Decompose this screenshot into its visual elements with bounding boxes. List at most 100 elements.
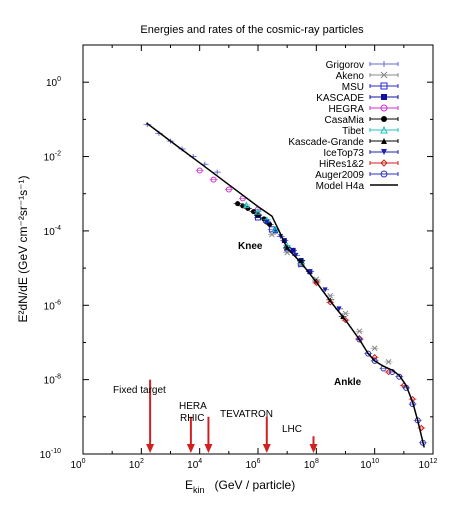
legend-label: Tibet bbox=[342, 126, 364, 137]
data-point bbox=[327, 299, 334, 306]
series-auger2009 bbox=[355, 336, 427, 446]
data-point bbox=[336, 306, 342, 312]
legend-entry: HEGRA bbox=[328, 104, 399, 115]
legend-entry: IceTop73 bbox=[323, 148, 399, 159]
legend-entry: Model H4a bbox=[316, 181, 398, 192]
data-point bbox=[380, 125, 388, 134]
data-point bbox=[322, 287, 328, 293]
data-point bbox=[196, 167, 203, 174]
knee-label: Knee bbox=[238, 241, 263, 252]
series-hegra bbox=[195, 167, 262, 213]
x-axis-label-unit: (GeV / particle) bbox=[215, 478, 296, 492]
legend-label: Model H4a bbox=[316, 181, 365, 192]
legend-label: IceTop73 bbox=[323, 148, 364, 159]
arrow-head bbox=[186, 444, 195, 453]
data-point bbox=[250, 209, 256, 215]
data-point bbox=[371, 357, 378, 364]
x-axis-label-sub: kin bbox=[193, 485, 205, 495]
data-point bbox=[255, 212, 261, 218]
fixed-target-label: Fixed target bbox=[113, 385, 166, 396]
series-model-h4a bbox=[146, 122, 425, 448]
y-axis-label: E²dN/dE (GeV cm⁻²sr⁻¹s⁻¹) bbox=[16, 175, 30, 322]
arrow-head bbox=[146, 444, 155, 453]
x-tick-label: 106 bbox=[245, 458, 260, 471]
legend-entry: CasaMia bbox=[325, 115, 399, 126]
y-tick-label: 10-8 bbox=[44, 374, 61, 387]
data-point bbox=[293, 252, 299, 258]
legend-entry: Kascade-Grande bbox=[288, 137, 399, 148]
data-point bbox=[380, 170, 388, 178]
legend-entry: KASCADE bbox=[316, 93, 399, 104]
data-point bbox=[254, 208, 262, 215]
legend-label: Grigorov bbox=[326, 60, 364, 71]
tevatron-label: TEVATRON bbox=[220, 409, 273, 420]
legend-entry: HiRes1&2 bbox=[319, 159, 399, 170]
data-point bbox=[327, 292, 334, 299]
data-point bbox=[381, 94, 387, 100]
legend-entry: Auger2009 bbox=[315, 170, 399, 181]
legend-entry: Grigorov bbox=[326, 60, 399, 71]
data-point bbox=[243, 201, 250, 208]
data-point bbox=[342, 310, 349, 317]
arrow-rhic bbox=[204, 416, 213, 453]
data-point bbox=[380, 82, 388, 90]
y-tick-label: 10-10 bbox=[40, 448, 61, 461]
arrow-head bbox=[204, 444, 213, 453]
arrow-lhc bbox=[309, 436, 318, 453]
legend-label: HEGRA bbox=[328, 104, 364, 115]
y-tick-label: 10-6 bbox=[44, 299, 61, 312]
x-tick-label: 1012 bbox=[419, 458, 438, 471]
series-layer bbox=[143, 122, 427, 448]
legend: GrigorovAkenoMSUKASCADEHEGRACasaMiaTibet… bbox=[288, 60, 399, 192]
arrow-fixed-target bbox=[146, 379, 155, 453]
data-point bbox=[356, 328, 363, 335]
data-point bbox=[385, 359, 392, 365]
data-point bbox=[381, 61, 387, 67]
data-point bbox=[371, 345, 378, 352]
series-line bbox=[146, 122, 425, 448]
ankle-label: Ankle bbox=[334, 377, 362, 388]
data-point bbox=[210, 176, 217, 183]
rhic-label: RHIC bbox=[180, 413, 204, 424]
legend-label: Kascade-Grande bbox=[288, 137, 364, 148]
x-axis-ticks: 100 102 104 106 108 1010 1012 bbox=[70, 45, 438, 471]
legend-label: Akeno bbox=[336, 71, 365, 82]
legend-label: CasaMia bbox=[325, 115, 365, 126]
energy-arrows bbox=[146, 379, 318, 453]
data-point bbox=[380, 71, 388, 79]
legend-label: MSU bbox=[342, 82, 364, 93]
legend-label: HiRes1&2 bbox=[319, 159, 364, 170]
arrow-tevatron bbox=[262, 416, 271, 453]
data-point bbox=[380, 104, 388, 112]
data-point bbox=[214, 169, 220, 175]
hera-label: HERA bbox=[179, 401, 207, 412]
x-tick-label: 108 bbox=[304, 458, 319, 471]
y-tick-label: 100 bbox=[46, 76, 61, 89]
arrow-hera bbox=[186, 416, 195, 453]
data-point bbox=[307, 269, 313, 275]
x-tick-label: 1010 bbox=[360, 458, 379, 471]
data-point bbox=[225, 186, 232, 193]
data-point bbox=[290, 247, 296, 253]
legend-entry: Akeno bbox=[336, 71, 399, 82]
data-point bbox=[365, 350, 372, 357]
data-point bbox=[381, 149, 387, 155]
data-point bbox=[356, 336, 363, 343]
y-axis-ticks: 100 10-2 10-4 10-6 10-8 10-10 bbox=[40, 76, 433, 461]
series-icetop73 bbox=[262, 219, 344, 312]
legend-label: KASCADE bbox=[316, 93, 364, 104]
data-point bbox=[245, 206, 251, 212]
x-tick-label: 102 bbox=[129, 458, 144, 471]
x-tick-label: 104 bbox=[187, 458, 202, 471]
data-point bbox=[313, 279, 320, 287]
lhc-label: LHC bbox=[282, 424, 302, 435]
x-axis-label: Ekin (GeV / particle) bbox=[185, 478, 295, 495]
y-tick-label: 10-4 bbox=[44, 225, 61, 238]
data-point bbox=[381, 116, 387, 122]
legend-label: Auger2009 bbox=[315, 170, 364, 181]
data-point bbox=[342, 316, 349, 324]
legend-entry: MSU bbox=[342, 82, 399, 93]
arrow-head bbox=[309, 444, 318, 453]
data-point bbox=[273, 228, 279, 234]
